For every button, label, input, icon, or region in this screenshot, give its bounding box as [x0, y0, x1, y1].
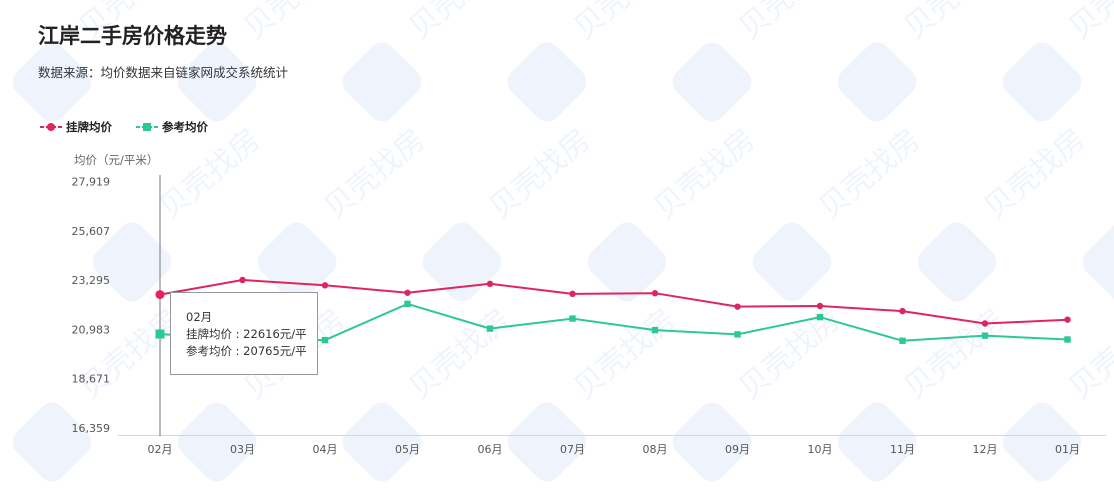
svg-text:贝壳找房: 贝壳找房	[568, 302, 682, 406]
y-tick-label: 20,983	[72, 323, 111, 336]
data-point[interactable]	[981, 332, 989, 339]
data-point[interactable]	[155, 329, 165, 339]
legend-label-reference-price: 参考均价	[162, 120, 208, 134]
x-tick-label: 07月	[560, 443, 585, 456]
legend-square-icon	[136, 123, 158, 131]
svg-text:贝壳找房: 贝壳找房	[403, 0, 517, 46]
y-axis-label: 均价（元/平米）	[74, 153, 158, 167]
data-point[interactable]	[816, 302, 824, 310]
svg-text:贝壳找房: 贝壳找房	[318, 122, 432, 226]
svg-text:贝壳找房: 贝壳找房	[568, 0, 682, 46]
watermark-13: 贝壳找房	[1082, 222, 1114, 302]
watermark-1: 贝壳找房	[177, 0, 352, 122]
x-tick-label: 06月	[478, 443, 503, 456]
data-point[interactable]	[321, 336, 329, 344]
data-source-note: 数据来源：均价数据来自链家网成交系统统计	[38, 65, 289, 80]
data-point[interactable]	[569, 315, 576, 322]
data-point[interactable]	[734, 303, 741, 310]
svg-text:贝壳找房: 贝壳找房	[648, 122, 762, 226]
data-point[interactable]	[816, 313, 824, 321]
watermark-6: 贝壳找房	[1002, 0, 1114, 122]
x-tick-label: 11月	[890, 443, 915, 456]
legend-item-listing-price[interactable]: 挂牌均价	[40, 119, 112, 135]
data-point[interactable]	[155, 290, 165, 300]
watermark-20: 贝壳找房	[1002, 302, 1114, 482]
data-point[interactable]	[1064, 316, 1071, 323]
x-tick-label: 04月	[313, 443, 338, 456]
data-point[interactable]	[651, 326, 659, 334]
x-tick-label: 03月	[230, 443, 255, 456]
data-tooltip: 02月 挂牌均价 : 22616元/平 参考均价 : 20765元/平	[170, 292, 318, 375]
watermark-3: 贝壳找房	[507, 0, 682, 122]
y-tick-label: 27,919	[72, 176, 111, 189]
data-point[interactable]	[569, 290, 576, 298]
watermark-4: 贝壳找房	[672, 0, 847, 122]
page-title: 江岸二手房价格走势	[38, 24, 227, 48]
svg-text:贝壳找房: 贝壳找房	[898, 0, 1012, 46]
watermark-8: 贝壳找房	[257, 122, 432, 302]
watermark-12: 贝壳找房	[917, 122, 1092, 302]
svg-text:贝壳找房: 贝壳找房	[733, 302, 847, 406]
x-tick-label: 01月	[1055, 443, 1080, 456]
data-point[interactable]	[486, 280, 494, 288]
svg-text:贝壳找房: 贝壳找房	[73, 0, 187, 46]
y-tick-label: 16,359	[72, 422, 111, 435]
svg-text:贝壳找房: 贝壳找房	[238, 0, 352, 46]
data-point[interactable]	[651, 290, 659, 297]
svg-text:贝壳找房: 贝壳找房	[153, 122, 267, 226]
data-point[interactable]	[239, 276, 246, 284]
x-tick-label: 08月	[643, 443, 668, 456]
tooltip-listing-price: 挂牌均价 : 22616元/平	[186, 327, 307, 341]
watermark-0: 贝壳找房	[12, 0, 187, 122]
x-tick-label: 10月	[808, 443, 833, 456]
data-point[interactable]	[734, 331, 741, 338]
data-point[interactable]	[899, 337, 906, 344]
data-point[interactable]	[404, 300, 411, 308]
x-tick-label: 09月	[725, 443, 750, 456]
svg-text:贝壳找房: 贝壳找房	[978, 122, 1092, 226]
x-tick-label: 02月	[148, 443, 173, 456]
legend-circle-icon	[40, 123, 62, 131]
svg-text:贝壳找房: 贝壳找房	[898, 302, 1012, 406]
data-point[interactable]	[486, 325, 494, 332]
legend-label-listing-price: 挂牌均价	[66, 120, 112, 134]
watermark-2: 贝壳找房	[342, 0, 517, 122]
chart-legend: 挂牌均价 参考均价	[40, 118, 208, 136]
tooltip-reference-price: 参考均价 : 20765元/平	[186, 344, 307, 358]
x-tick-label: 12月	[973, 443, 998, 456]
series-line-0	[159, 278, 1068, 325]
y-tick-label: 18,671	[72, 373, 111, 386]
watermark-10: 贝壳找房	[587, 122, 762, 302]
svg-text:贝壳找房: 贝壳找房	[733, 0, 847, 46]
svg-text:贝壳找房: 贝壳找房	[1063, 302, 1114, 406]
legend-item-reference-price[interactable]: 参考均价	[136, 119, 208, 135]
y-tick-label: 25,607	[72, 225, 111, 238]
watermark-9: 贝壳找房	[422, 122, 597, 302]
svg-text:贝壳找房: 贝壳找房	[813, 122, 927, 226]
x-tick-label: 05月	[395, 443, 420, 456]
svg-text:贝壳找房: 贝壳找房	[403, 302, 517, 406]
watermark-5: 贝壳找房	[837, 0, 1012, 122]
data-point[interactable]	[981, 320, 989, 327]
svg-text:贝壳找房: 贝壳找房	[483, 122, 597, 226]
data-point[interactable]	[404, 289, 411, 296]
watermark-11: 贝壳找房	[752, 122, 927, 302]
data-point[interactable]	[1064, 336, 1071, 343]
data-point[interactable]	[899, 307, 906, 315]
tooltip-title: 02月	[186, 310, 213, 324]
watermark-19: 贝壳找房	[837, 302, 1012, 482]
data-point[interactable]	[321, 282, 329, 289]
svg-text:贝壳找房: 贝壳找房	[1063, 0, 1114, 46]
y-tick-label: 23,295	[72, 274, 111, 287]
